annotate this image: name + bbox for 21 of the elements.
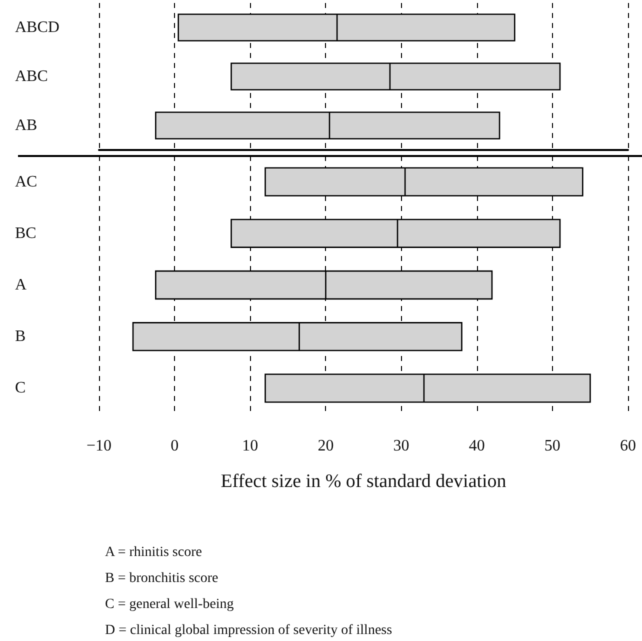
x-tick-label: 20 xyxy=(318,438,334,454)
x-axis-title: Effect size in % of standard deviation xyxy=(220,471,507,492)
y-tick-label: AC xyxy=(15,173,38,190)
text: A = rhinitis score xyxy=(105,544,203,562)
y-tick-label: ABC xyxy=(15,68,48,85)
text: C = general well-being xyxy=(105,596,235,614)
y-tick-label: BC xyxy=(15,224,36,242)
y-tick-label: A xyxy=(15,276,27,294)
x-tick-label: 60 xyxy=(620,438,636,454)
y-tick-label: ABCD xyxy=(15,19,60,36)
y-tick-label: C xyxy=(15,380,26,397)
y-tick-label: AB xyxy=(15,117,38,134)
x-tick-label: −10 xyxy=(86,438,112,454)
x-tick-label: 50 xyxy=(544,438,560,454)
text: B = bronchitis score xyxy=(105,570,220,588)
x-tick-label: 40 xyxy=(468,438,485,454)
x-tick-label: 10 xyxy=(242,438,258,454)
text: D = clinical global impression of severity of illness xyxy=(105,622,392,640)
x-tick-label: 30 xyxy=(393,438,410,454)
y-tick-label: B xyxy=(15,328,26,346)
x-tick-label: 0 xyxy=(170,438,179,454)
